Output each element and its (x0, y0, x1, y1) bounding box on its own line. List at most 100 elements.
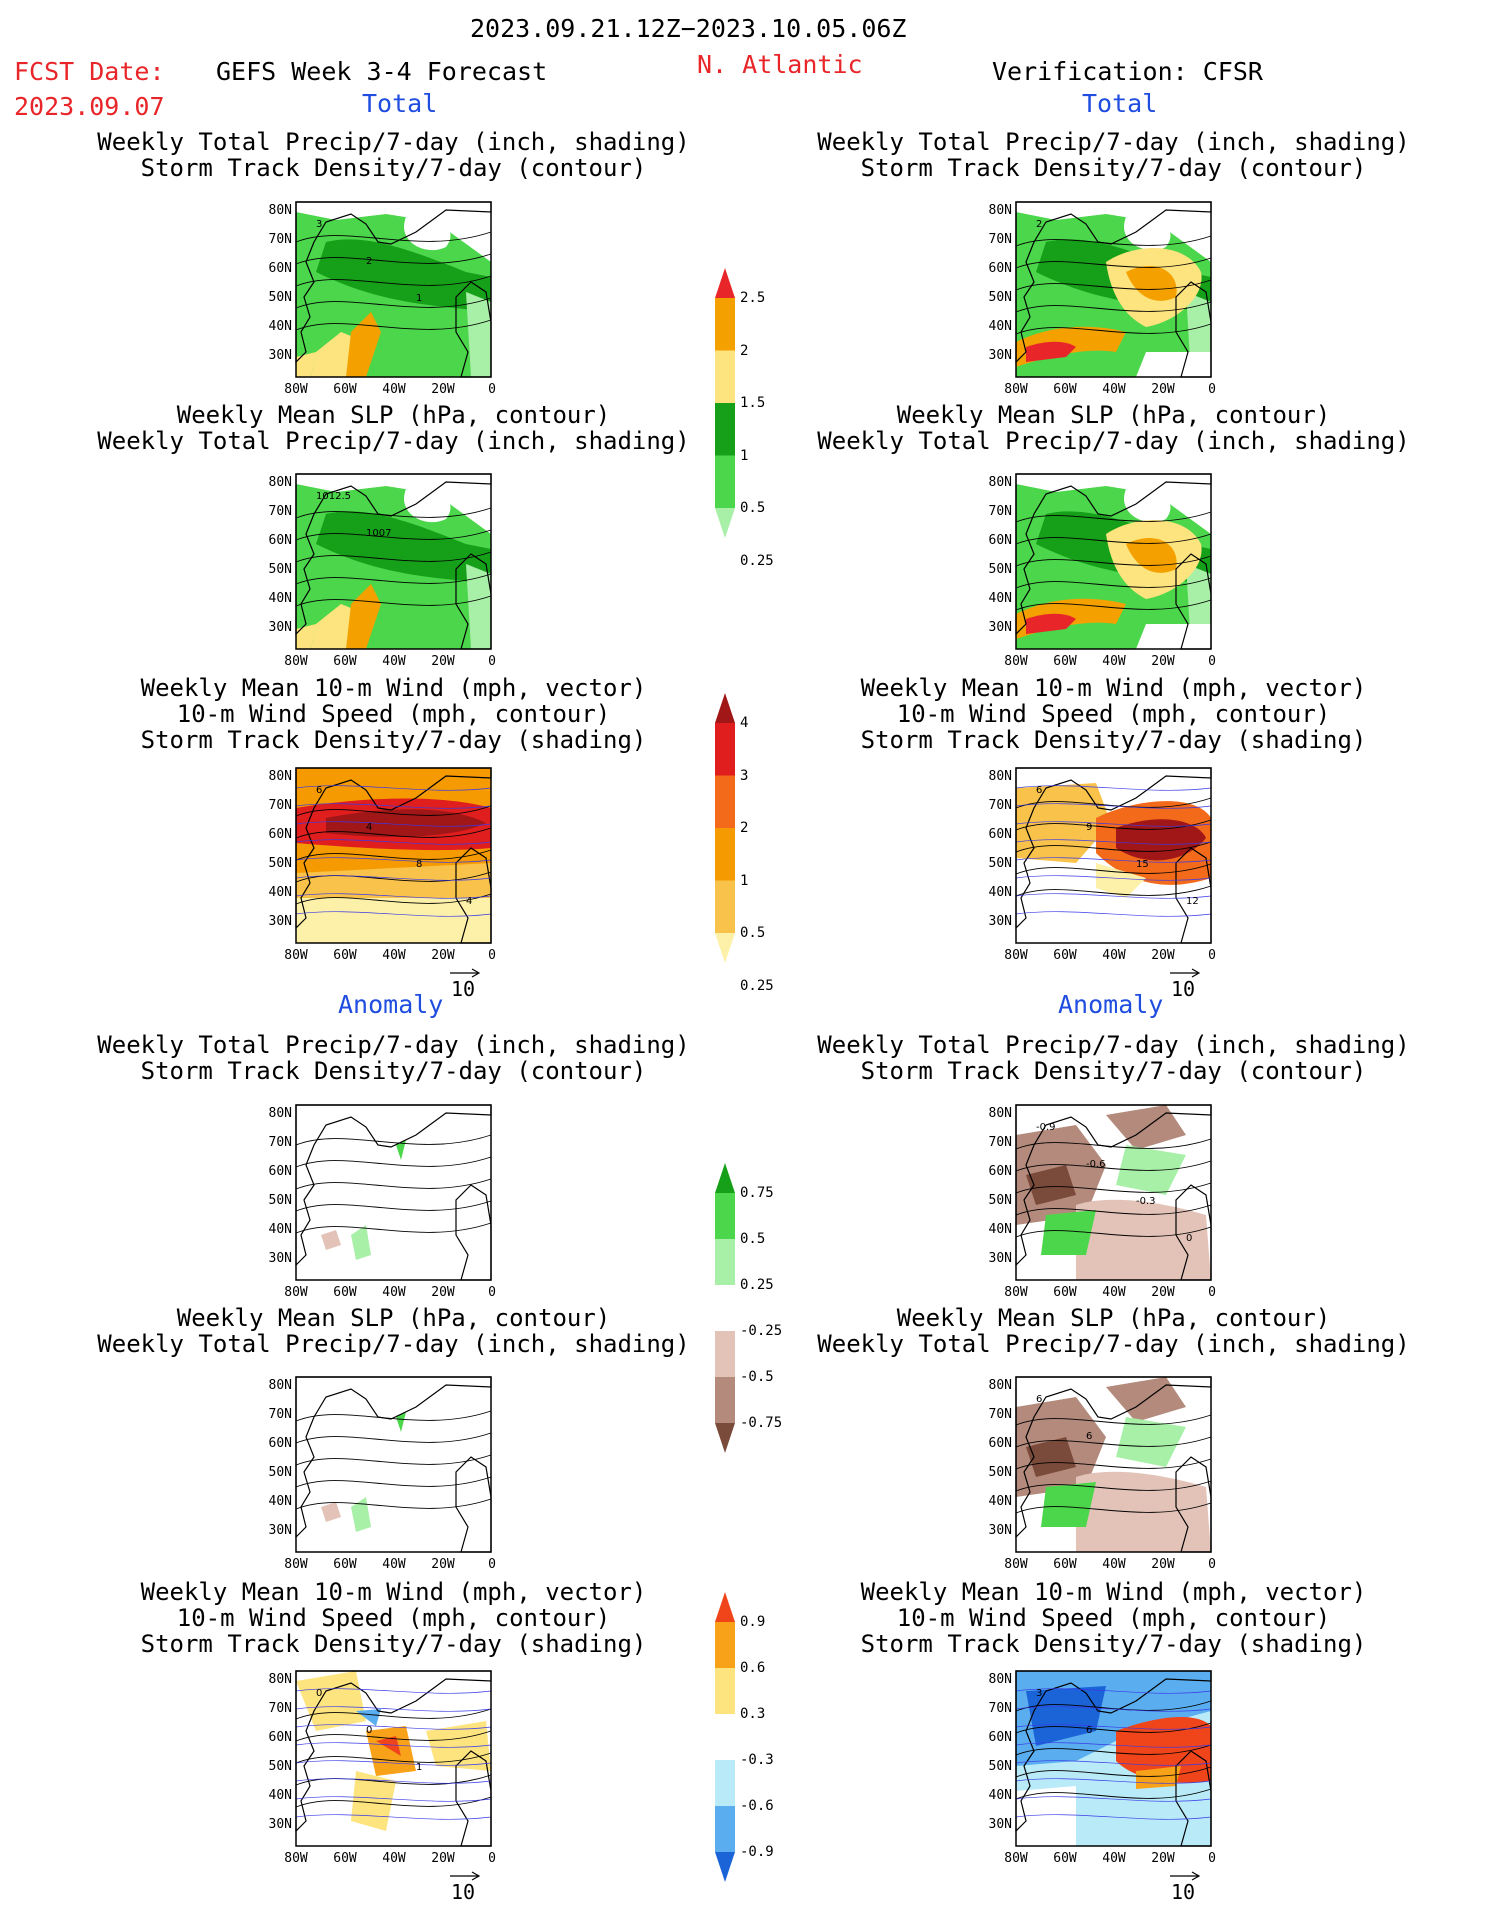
lat-label-total-0-fc: 40N (268, 319, 292, 334)
colorbar-segment (715, 1622, 735, 1668)
map-anom-2-vf: 36 (1015, 1670, 1212, 1847)
contour-label: 0 (366, 1725, 372, 1736)
lat-label-total-0-vf: 30N (988, 348, 1012, 363)
lat-label-anom-2-vf: 40N (988, 1788, 1012, 1803)
lat-label-anom-1-fc: 40N (268, 1494, 292, 1509)
lon-label-anom-2-vf: 40W (1102, 1851, 1126, 1866)
lon-label-anom-0-fc: 40W (382, 1285, 406, 1300)
lat-label-anom-0-vf: 60N (988, 1164, 1012, 1179)
contour-label: 12 (1186, 896, 1199, 907)
lon-label-anom-0-fc: 80W (284, 1285, 308, 1300)
lon-label-anom-1-vf: 0 (1208, 1557, 1216, 1572)
lat-label-total-1-vf: 40N (988, 591, 1012, 606)
lon-label-anom-1-fc: 80W (284, 1557, 308, 1572)
lat-label-total-1-vf: 70N (988, 504, 1012, 519)
panel-title-total-2-fc-2: 10-m Wind Speed (mph, contour) (176, 700, 611, 728)
map-anom-0-vf: -0.9 -0.6 -0.3 0 (1015, 1104, 1212, 1281)
lon-label-total-0-vf: 20W (1151, 382, 1175, 397)
lat-label-anom-0-vf: 70N (988, 1135, 1012, 1150)
panel-title-anom-2-vf-1: Weekly Mean 10-m Wind (mph, vector) (860, 1578, 1367, 1606)
lat-label-total-2-vf: 30N (988, 914, 1012, 929)
colorbar-segment (715, 1377, 735, 1423)
colorbar-label-track_anom: -0.6 (740, 1798, 774, 1814)
lat-label-anom-1-fc: 70N (268, 1407, 292, 1422)
lon-label-total-2-vf: 40W (1102, 948, 1126, 963)
colorbar-label-track_anom: 0.6 (740, 1660, 766, 1676)
lon-label-anom-2-fc: 40W (382, 1851, 406, 1866)
lon-label-anom-2-fc: 20W (431, 1851, 455, 1866)
lat-label-total-2-vf: 60N (988, 827, 1012, 842)
lat-label-total-0-fc: 60N (268, 261, 292, 276)
colorbar-precip (715, 268, 735, 538)
map-total-2-vf: 6 9 15 12 (1015, 767, 1212, 944)
lat-label-anom-1-vf: 30N (988, 1523, 1012, 1538)
lat-label-total-2-fc: 30N (268, 914, 292, 929)
fcst-date-value: 2023.09.07 (14, 92, 165, 121)
lat-label-total-2-fc: 70N (268, 798, 292, 813)
panel-title-anom-2-fc-1: Weekly Mean 10-m Wind (mph, vector) (140, 1578, 647, 1606)
lat-label-total-0-fc: 50N (268, 290, 292, 305)
colorbar-label-precip_anom: 0.5 (740, 1231, 766, 1247)
lat-label-anom-2-fc: 30N (268, 1817, 292, 1832)
lat-label-anom-1-vf: 50N (988, 1465, 1012, 1480)
lat-label-anom-2-vf: 30N (988, 1817, 1012, 1832)
lon-label-total-0-fc: 0 (488, 382, 496, 397)
lat-label-anom-1-fc: 30N (268, 1523, 292, 1538)
panel-title-total-0-fc-1: Weekly Total Precip/7-day (inch, shading… (97, 128, 690, 156)
section-anomaly-forecast: Anomaly (338, 990, 444, 1019)
map-total-2-fc: 6 4 8 4 (295, 767, 492, 944)
lon-label-total-0-fc: 40W (382, 382, 406, 397)
lat-label-total-0-vf: 80N (988, 203, 1012, 218)
panel-title-total-2-fc-3: Storm Track Density/7-day (shading) (140, 726, 647, 754)
lat-label-anom-0-vf: 30N (988, 1251, 1012, 1266)
panel-title-total-1-fc-1: Weekly Mean SLP (hPa, contour) (176, 401, 611, 429)
map-total-1-fc: 1012.5 1007 (295, 473, 492, 650)
colorbar-label-track: 2 (740, 820, 749, 836)
map-anom-2-fc: 0 0 1 (295, 1670, 492, 1847)
lat-label-total-0-vf: 70N (988, 232, 1012, 247)
lon-label-anom-0-vf: 60W (1053, 1285, 1077, 1300)
lat-label-total-1-fc: 50N (268, 562, 292, 577)
lon-label-anom-2-fc: 60W (333, 1851, 357, 1866)
contour-label: 6 (1036, 1394, 1042, 1405)
colorbar-label-track: 0.5 (740, 925, 766, 941)
contour-label: 6 (316, 785, 322, 796)
lon-label-total-0-vf: 40W (1102, 382, 1126, 397)
lon-label-total-2-fc: 0 (488, 948, 496, 963)
lon-label-total-0-vf: 60W (1053, 382, 1077, 397)
map-total-0-fc: 3 2 1 (295, 201, 492, 378)
lon-label-anom-0-vf: 0 (1208, 1285, 1216, 1300)
lat-label-anom-0-fc: 80N (268, 1106, 292, 1121)
lon-label-total-2-vf: 20W (1151, 948, 1175, 963)
lat-label-total-2-vf: 70N (988, 798, 1012, 813)
lat-label-total-0-vf: 40N (988, 319, 1012, 334)
lon-label-total-2-vf: 0 (1208, 948, 1216, 963)
lat-label-total-2-fc: 40N (268, 885, 292, 900)
panel-title-total-0-fc-2: Storm Track Density/7-day (contour) (140, 154, 647, 182)
lon-label-total-2-fc: 20W (431, 948, 455, 963)
lat-label-anom-0-vf: 40N (988, 1222, 1012, 1237)
panel-title-anom-1-vf-1: Weekly Mean SLP (hPa, contour) (896, 1304, 1331, 1332)
lat-label-total-0-fc: 30N (268, 348, 292, 363)
lon-label-anom-0-vf: 40W (1102, 1285, 1126, 1300)
lon-label-anom-1-fc: 60W (333, 1557, 357, 1572)
lat-label-anom-0-fc: 60N (268, 1164, 292, 1179)
lat-label-anom-2-fc: 60N (268, 1730, 292, 1745)
lat-label-total-1-vf: 50N (988, 562, 1012, 577)
vector-reference-value-anom-2-fc: 10 (451, 1880, 476, 1904)
vector-reference-value-total-2-fc: 10 (451, 977, 476, 1001)
panel-title-total-2-vf-3: Storm Track Density/7-day (shading) (860, 726, 1367, 754)
contour-label: 3 (1036, 1688, 1042, 1699)
fcst-date-label: FCST Date: (14, 57, 165, 86)
panel-title-total-2-vf-1: Weekly Mean 10-m Wind (mph, vector) (860, 674, 1367, 702)
lat-label-total-0-fc: 70N (268, 232, 292, 247)
colorbar-label-precip_anom: 0.75 (740, 1185, 774, 1201)
contour-label: 4 (366, 822, 372, 833)
colorbar-label-track_anom: 0.3 (740, 1706, 766, 1722)
lon-label-total-1-fc: 80W (284, 654, 308, 669)
lat-label-total-1-vf: 80N (988, 475, 1012, 490)
lon-label-anom-0-vf: 20W (1151, 1285, 1175, 1300)
lat-label-total-2-vf: 40N (988, 885, 1012, 900)
panel-title-anom-0-fc-1: Weekly Total Precip/7-day (inch, shading… (97, 1031, 690, 1059)
lat-label-anom-2-vf: 50N (988, 1759, 1012, 1774)
